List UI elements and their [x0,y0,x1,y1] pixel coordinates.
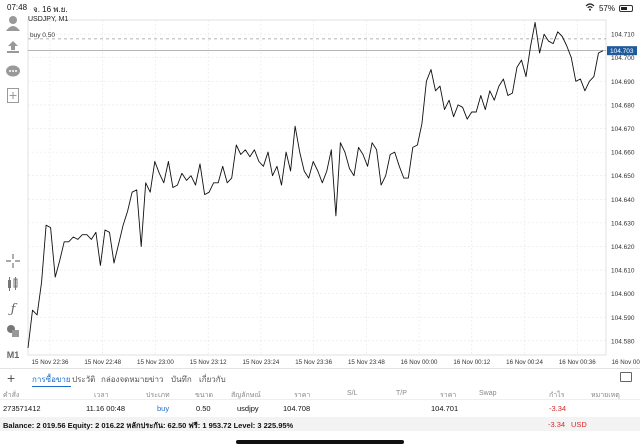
plot-frame [27,19,607,356]
price-tick-label: 104.600 [611,291,635,298]
status-time: 07:48 [7,3,28,12]
price-tick-label: 104.650 [611,173,635,180]
account-icon[interactable] [4,14,22,32]
price-tick-label: 104.690 [611,79,635,86]
order-type: buy [157,404,170,413]
tab-history[interactable]: ประวัติ [72,375,96,384]
battery-percent: 57% [598,3,615,13]
time-tick-label: 16 Nov 00:00 [401,359,438,366]
objects-icon[interactable] [4,322,22,340]
time-tick-label: 15 Nov 23:36 [295,359,332,366]
profit-currency: USD [571,420,587,429]
wifi-icon [585,3,595,13]
col-profit: กำไร [549,392,565,399]
col-symbol: สัญลักษณ์ [231,392,261,399]
col-sl: S/L [347,390,358,397]
price-chart[interactable]: 104.710 104.700 104.690 104.680 104.670 104.6… [26,14,640,368]
tab-news[interactable]: ข่าว [149,375,164,384]
indicators-icon[interactable]: ƒ [10,301,16,317]
order-symbol: usdjpy [237,404,259,413]
expand-icon[interactable] [620,372,632,382]
status-bar: 07:48 จ. 16 พ.ย. 57% [0,0,640,14]
col-current-price: ราคา [440,392,457,399]
price-tick-label: 104.670 [611,126,635,133]
time-tick-label: 15 Nov 23:12 [190,359,227,366]
price-tick-label: 104.640 [611,197,635,204]
chart-canvas: 104.710 104.700 104.690 104.680 104.670 104.6… [27,19,640,366]
add-icon[interactable]: + [7,370,16,386]
price-tick-label: 104.630 [611,220,635,227]
order-open-price: 104.708 [283,404,311,413]
time-tick-label: 16 Nov 00:36 [559,359,596,366]
tab-mailbox[interactable]: กล่องจดหมาย [101,375,150,384]
price-tick-label: 104.710 [611,32,635,39]
time-tick-label: 15 Nov 22:36 [32,359,69,366]
chat-icon[interactable] [4,63,22,81]
balance-text: Balance: 2 019.56 Equity: 2 016.22 หลักป… [3,421,294,430]
order-profit: -3.34 [549,404,567,413]
price-tick-label: 104.590 [611,315,635,322]
price-tick-label: 104.680 [611,102,635,109]
time-tick-label: 15 Nov 22:48 [84,359,121,366]
order-current-price: 104.701 [431,404,459,413]
tab-about[interactable]: เกี่ยวกับ [199,375,226,384]
battery-icon [619,4,633,12]
chart-toolbar: ƒ M1 [0,14,26,364]
time-tick-label: 16 Nov 00:24 [506,359,543,366]
buy-level-label: buy 0.50 [30,32,55,39]
col-time: เวลา [94,392,109,399]
price-tick-label: 104.620 [611,244,635,251]
new-order-icon[interactable] [4,86,22,104]
current-price-tag [607,46,637,56]
time-tick-label: 15 Nov 23:00 [137,359,174,366]
table-row[interactable]: 273571412 11.16 00:48 buy 0.50 usdjpy 10… [0,402,640,416]
table-header: คำสั่ง เวลา ประเภท ขนาด สัญลักษณ์ ราคา S… [0,388,640,400]
price-tick-label: 104.580 [611,338,635,345]
current-price-value: 104.703 [610,48,634,55]
home-indicator [236,440,404,444]
chart-symbol: USDJPY, M1 [28,16,69,23]
crosshair-icon[interactable] [4,252,22,270]
price-tick-label: 104.700 [611,55,635,62]
tab-trade[interactable]: การซื้อขาย [32,373,71,387]
order-ticket: 273571412 [3,404,41,413]
col-comment: หมายเหตุ [591,392,620,399]
price-tick-label: 104.660 [611,150,635,157]
status-right: 57% [585,3,633,13]
order-volume: 0.50 [196,404,211,413]
balance-bar: Balance: 2 019.56 Equity: 2 016.22 หลักป… [0,417,640,431]
col-order: คำสั่ง [3,392,20,399]
col-type: ประเภท [146,392,170,399]
time-tick-label: 16 Nov 00:12 [453,359,490,366]
col-volume: ขนาด [195,392,214,399]
price-series-line [27,21,604,348]
col-swap: Swap [479,390,497,397]
chart-type-icon[interactable] [4,275,22,293]
tab-journal[interactable]: บันทึก [171,375,192,384]
status-date: จ. 16 พ.ย. [33,5,68,14]
order-time: 11.16 00:48 [86,404,126,413]
time-tick-label: 16 Nov 00:48 [612,359,640,366]
total-profit: -3.34 [548,420,566,429]
col-price: ราคา [294,392,311,399]
time-tick-label: 15 Nov 23:24 [243,359,280,366]
timeframe-button[interactable]: M1 [6,350,20,360]
price-tick-label: 104.610 [611,268,635,275]
time-tick-label: 15 Nov 23:48 [348,359,385,366]
terminal-tabs: + การซื้อขาย ประวัติ กล่องจดหมาย ข่าว บั… [0,368,640,387]
col-tp: T/P [396,390,407,397]
trade-icon[interactable] [4,38,22,56]
